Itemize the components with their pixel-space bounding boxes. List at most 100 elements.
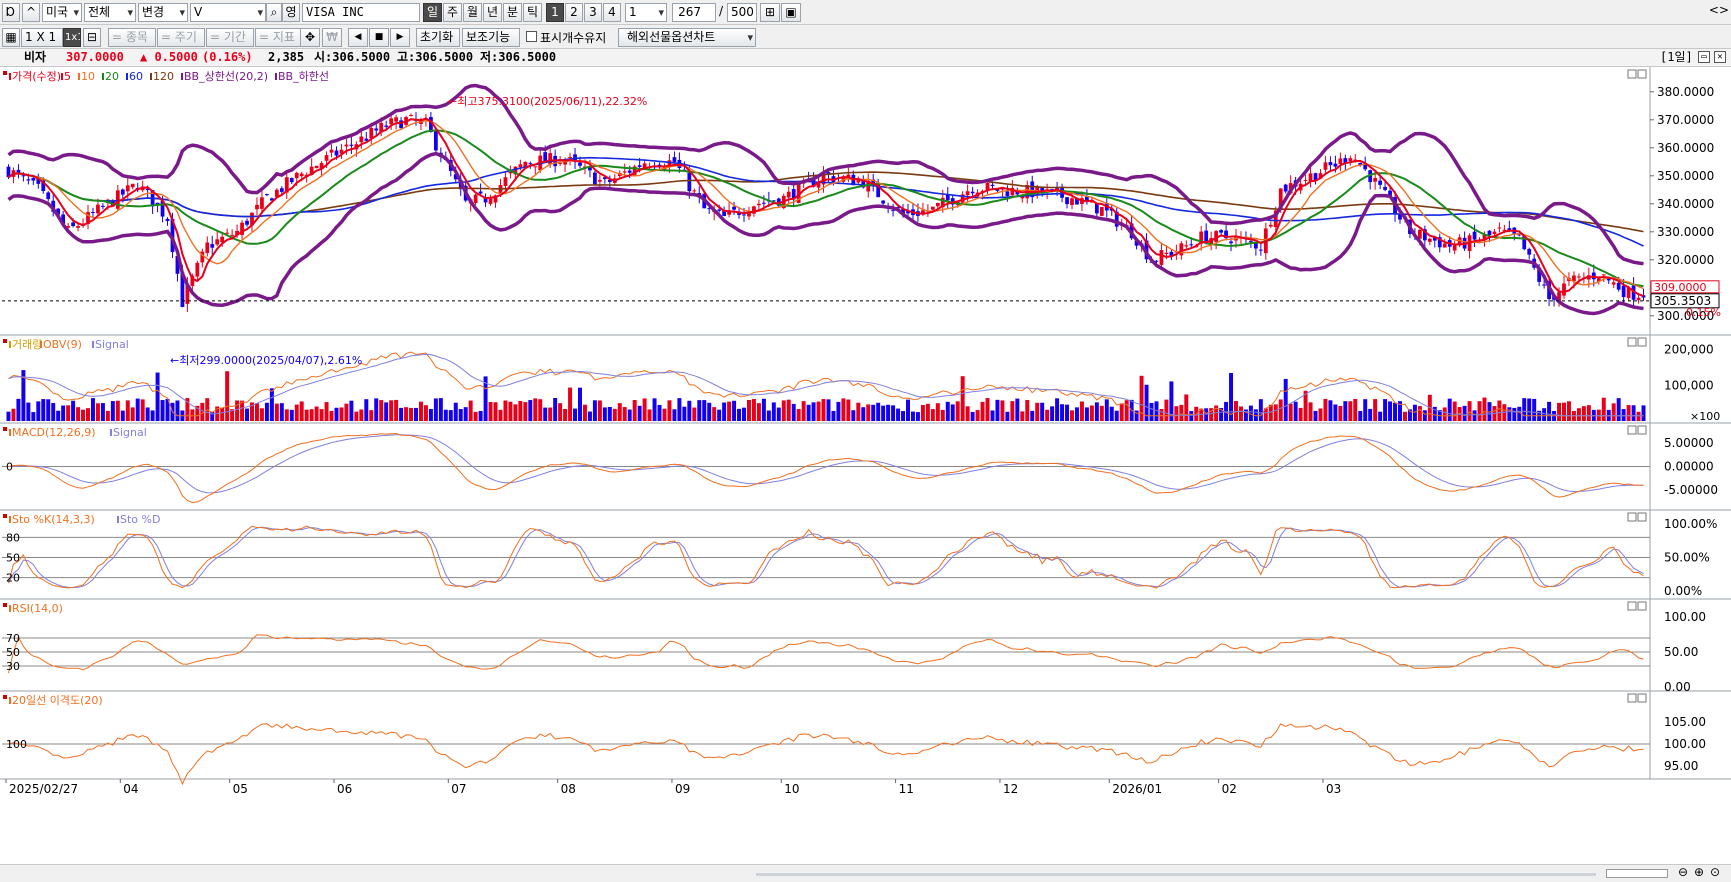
save-icon[interactable]: ▣ <box>781 3 801 22</box>
stop-icon[interactable]: ■ <box>369 28 389 47</box>
candle-body <box>588 166 592 171</box>
keep-count-checkbox[interactable] <box>526 31 537 42</box>
won-icon[interactable]: ₩ <box>322 28 342 47</box>
stock-chart[interactable]: 380.0000 370.0000 360.0000 350.0000 340.0000… <box>0 67 1731 864</box>
period-year-button[interactable]: 년 <box>483 3 502 22</box>
symbol-input[interactable]: V <box>190 3 266 22</box>
table-icon[interactable]: ⊟ <box>83 28 101 47</box>
number-4-button[interactable]: 4 <box>603 3 621 22</box>
layout-1x1-button[interactable]: 1 X 1 <box>21 28 63 47</box>
volume-bar <box>513 404 518 421</box>
volume-bar <box>1194 406 1199 421</box>
number-3-button[interactable]: 3 <box>584 3 602 22</box>
group-indicator-button[interactable]: = 지표 <box>255 28 303 47</box>
period-tick-button[interactable]: 틱 <box>523 3 542 22</box>
period-minute-button[interactable]: 분 <box>503 3 522 22</box>
search-icon[interactable]: ⌕ <box>266 3 282 22</box>
candle-body <box>46 192 51 200</box>
candle-body <box>1249 241 1253 243</box>
volume-bar <box>1328 400 1333 421</box>
volume-bar <box>414 407 418 421</box>
candle-body <box>593 172 597 185</box>
zoom-out-icon[interactable]: ⊖ <box>1678 865 1689 879</box>
panel-arrows[interactable]: <> <box>1708 3 1729 17</box>
aux-label: 보조기능 <box>466 30 511 44</box>
panel-minimize-icon <box>1627 337 1637 347</box>
zoom-slider[interactable] <box>1606 869 1668 878</box>
panel-toggle-button[interactable]: Ɒ <box>2 3 20 22</box>
futures-chart-select[interactable]: 해외선물옵션차트 <box>618 28 756 47</box>
candle-body <box>260 197 264 209</box>
candle-body <box>483 197 488 203</box>
candle-body <box>742 214 746 216</box>
volume-bar <box>314 406 319 421</box>
candle-body <box>1537 268 1542 282</box>
candle-body <box>349 144 354 146</box>
volume-bar <box>821 399 826 421</box>
next-icon[interactable]: ▶ <box>390 28 410 47</box>
candle-body <box>846 174 851 178</box>
legend-label: Signal <box>113 426 147 439</box>
change-select[interactable]: 변경 <box>138 3 188 22</box>
restore-icon[interactable]: ▭ <box>1698 51 1710 63</box>
market-select[interactable]: 미국 <box>42 3 82 22</box>
period-day-button[interactable]: 일 <box>423 3 442 22</box>
candle-body <box>1572 275 1576 282</box>
number-1-button[interactable]: 1 <box>546 3 564 22</box>
volume-bar <box>801 401 806 421</box>
candle-body <box>627 170 632 173</box>
layout-1x1b-button[interactable]: 1x1 <box>63 28 81 47</box>
circle-button[interactable]: 영 <box>282 3 300 22</box>
volume-bar <box>1209 408 1214 421</box>
prev-icon[interactable]: ◀ <box>348 28 368 47</box>
candle-body <box>215 239 220 245</box>
group-range-button[interactable]: = 기간 <box>206 28 254 47</box>
add-window-icon[interactable]: ⊞ <box>760 3 780 22</box>
horizontal-scrollbar[interactable] <box>756 873 1596 876</box>
stock-name-kr: 비자 <box>24 50 47 64</box>
volume-bar <box>990 410 995 421</box>
volume-bar <box>1263 408 1268 421</box>
close-icon[interactable]: ✕ <box>1714 51 1726 63</box>
group-symbol-button[interactable]: = 종목 <box>108 28 156 47</box>
interval-value: 1 <box>629 5 637 19</box>
period-month-button[interactable]: 월 <box>463 3 482 22</box>
zoom-fit-icon[interactable]: ⊙ <box>1710 865 1721 879</box>
move-icon[interactable]: ✥ <box>300 28 320 47</box>
candle-body <box>960 194 965 203</box>
candle-body <box>125 185 130 192</box>
volume-bar <box>826 399 831 421</box>
volume-bar <box>1641 405 1646 421</box>
grid-icon[interactable]: ▦ <box>2 28 20 47</box>
number-2-button[interactable]: 2 <box>565 3 583 22</box>
volume-bar <box>597 400 602 421</box>
volume-bar <box>1562 402 1566 421</box>
candle-body <box>1224 230 1228 239</box>
collapse-up-button[interactable]: ^ <box>22 3 40 22</box>
period-week-button[interactable]: 주 <box>443 3 462 22</box>
volume-bar <box>423 405 428 421</box>
candle-body <box>145 188 150 191</box>
candle-body <box>433 130 438 151</box>
group-period-button[interactable]: = 주기 <box>157 28 205 47</box>
volume-bar <box>935 403 940 421</box>
interval-select[interactable]: 1 <box>625 3 667 22</box>
volume-bar <box>1179 404 1184 421</box>
volume-bar <box>925 403 930 421</box>
volume-bar <box>359 409 364 421</box>
count-input[interactable]: 267 <box>672 3 716 22</box>
aux-button[interactable]: 보조기능 <box>462 28 520 47</box>
volume-bar <box>1234 401 1238 421</box>
volume-bar <box>120 410 125 421</box>
volume-bar <box>1398 401 1402 421</box>
scope-select[interactable]: 전체 <box>84 3 136 22</box>
macd-line <box>8 432 1644 504</box>
volume-bar <box>1581 406 1586 421</box>
reset-button[interactable]: 초기화 <box>416 28 460 47</box>
zoom-in-icon[interactable]: ⊕ <box>1694 865 1705 879</box>
candle-body <box>1562 283 1566 296</box>
volume-bar <box>910 411 915 421</box>
panel-close-icon <box>1637 601 1647 611</box>
candle-body <box>1114 211 1119 227</box>
volume-bar <box>264 402 269 421</box>
